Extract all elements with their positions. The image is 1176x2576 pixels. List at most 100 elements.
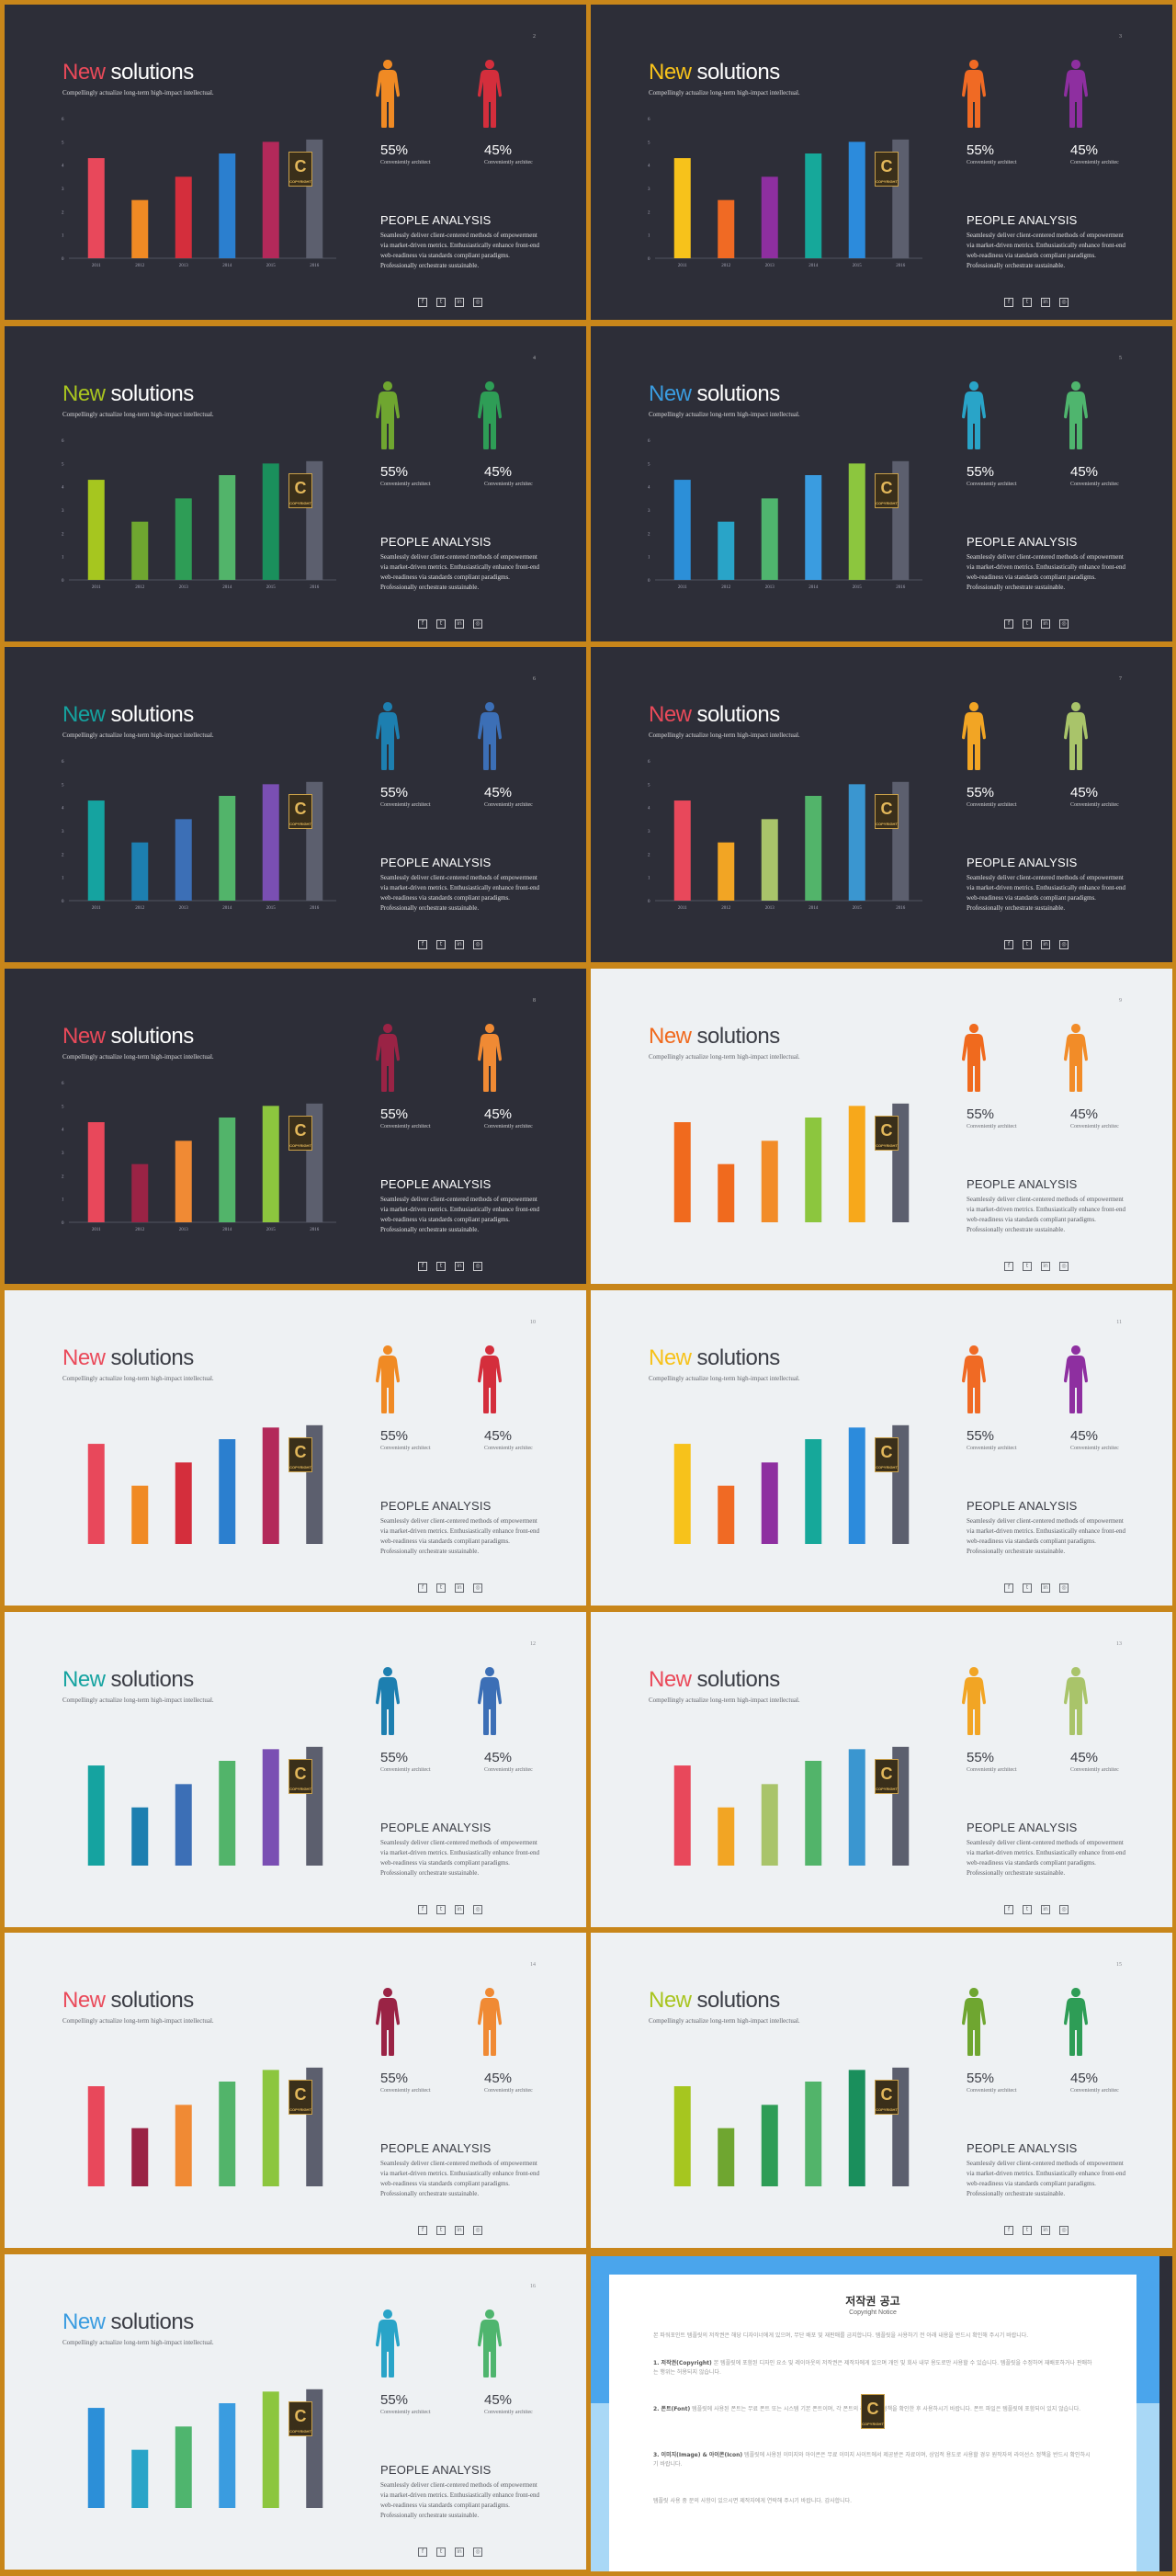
- slide-thumbnail[interactable]: 14 New solutions Compellingly actualize l…: [5, 1933, 586, 2249]
- title-accent: New: [62, 1345, 106, 1370]
- stat-left-value: 55%: [380, 1427, 409, 1444]
- slide-thumbnail[interactable]: 10 New solutions Compellingly actualize l…: [5, 1289, 586, 1606]
- person-silhouette: [478, 1345, 502, 1413]
- y-tick-label: 4: [62, 1129, 64, 1133]
- twitter-icon[interactable]: t: [436, 1262, 446, 1272]
- instagram-icon[interactable]: ◎: [1059, 298, 1069, 307]
- linkedin-icon[interactable]: in: [1041, 1583, 1050, 1593]
- instagram-icon[interactable]: ◎: [473, 1904, 482, 1914]
- twitter-icon[interactable]: t: [436, 1583, 446, 1593]
- twitter-icon[interactable]: t: [436, 298, 446, 307]
- instagram-icon[interactable]: ◎: [473, 2226, 482, 2236]
- instagram-icon[interactable]: ◎: [1059, 2226, 1069, 2236]
- twitter-icon[interactable]: t: [1023, 298, 1032, 307]
- facebook-icon[interactable]: f: [418, 1583, 427, 1593]
- twitter-icon[interactable]: t: [1023, 1904, 1032, 1914]
- twitter-icon[interactable]: t: [1023, 1583, 1032, 1593]
- bar-2015: [848, 463, 865, 580]
- linkedin-icon[interactable]: in: [1041, 618, 1050, 629]
- linkedin-icon[interactable]: in: [455, 1904, 464, 1914]
- copyright-badge: C COPYRIGHT: [288, 2080, 312, 2116]
- linkedin-icon[interactable]: in: [1041, 940, 1050, 950]
- bar-2011: [87, 1122, 105, 1223]
- linkedin-icon[interactable]: in: [455, 2547, 464, 2557]
- slide-thumbnail[interactable]: 4 New solutions Compellingly actualize lo…: [5, 325, 586, 641]
- twitter-icon[interactable]: t: [436, 2547, 446, 2557]
- facebook-icon[interactable]: f: [418, 1904, 427, 1914]
- linkedin-icon[interactable]: in: [455, 2226, 464, 2236]
- facebook-icon[interactable]: f: [1004, 1583, 1013, 1593]
- linkedin-icon[interactable]: in: [455, 1262, 464, 1272]
- slide-thumbnail[interactable]: 13 New solutions Compellingly actualize l…: [591, 1611, 1172, 1927]
- facebook-icon[interactable]: f: [1004, 298, 1013, 307]
- stat-left-label: Conveniently architect: [380, 1445, 431, 1451]
- linkedin-icon[interactable]: in: [455, 298, 464, 307]
- facebook-icon[interactable]: f: [1004, 1904, 1013, 1914]
- twitter-icon[interactable]: t: [436, 2226, 446, 2236]
- instagram-icon[interactable]: ◎: [1059, 618, 1069, 629]
- twitter-icon[interactable]: t: [1023, 940, 1032, 950]
- people-analysis-heading: PEOPLE ANALYSIS: [967, 2141, 1078, 2156]
- facebook-icon[interactable]: f: [1004, 940, 1013, 950]
- facebook-icon[interactable]: f: [418, 2226, 427, 2236]
- title-rest: solutions: [110, 1345, 195, 1370]
- y-tick-label: 3: [62, 187, 64, 192]
- facebook-icon[interactable]: f: [418, 1262, 427, 1272]
- y-tick-label: 1: [62, 1198, 64, 1203]
- instagram-icon[interactable]: ◎: [473, 298, 482, 307]
- stat-left-value: 55%: [380, 142, 409, 158]
- slide-title: New solutions: [62, 1024, 194, 1050]
- slide-thumbnail[interactable]: 7 New solutions Compellingly actualize lo…: [591, 647, 1172, 963]
- facebook-icon[interactable]: f: [418, 940, 427, 950]
- person-silhouette: [1064, 1988, 1088, 2057]
- x-tick-label: 2016: [310, 1228, 320, 1232]
- people-analysis-body: Seamlessly deliver client-centered metho…: [967, 1196, 1125, 1234]
- instagram-icon[interactable]: ◎: [473, 940, 482, 950]
- linkedin-icon[interactable]: in: [1041, 298, 1050, 307]
- facebook-icon[interactable]: f: [1004, 618, 1013, 629]
- slide-thumbnail[interactable]: 6 New solutions Compellingly actualize lo…: [5, 647, 586, 963]
- slide-thumbnail[interactable]: 5 New solutions Compellingly actualize lo…: [591, 325, 1172, 641]
- stat-left-label: Conveniently architect: [380, 1124, 431, 1130]
- linkedin-icon[interactable]: in: [1041, 1262, 1050, 1272]
- facebook-icon[interactable]: f: [418, 2547, 427, 2557]
- linkedin-icon[interactable]: in: [455, 940, 464, 950]
- bar-2015: [848, 2070, 865, 2187]
- twitter-icon[interactable]: t: [1023, 618, 1032, 629]
- linkedin-icon[interactable]: in: [1041, 1904, 1050, 1914]
- y-tick-label: 1: [62, 877, 64, 881]
- instagram-icon[interactable]: ◎: [473, 2547, 482, 2557]
- instagram-icon[interactable]: ◎: [473, 618, 482, 629]
- slide-thumbnail[interactable]: 9 New solutions Compellingly actualize lo…: [591, 969, 1172, 1285]
- linkedin-icon[interactable]: in: [455, 1583, 464, 1593]
- copyright-notice-slide[interactable]: 저작권 공고 Copyright Notice 본 파워포인트 템플릿의 저작권…: [591, 2256, 1172, 2571]
- twitter-icon[interactable]: t: [1023, 1262, 1032, 1272]
- slide-thumbnail[interactable]: 11 New solutions Compellingly actualize l…: [591, 1289, 1172, 1606]
- bar-chart: [673, 1424, 910, 1544]
- instagram-icon[interactable]: ◎: [1059, 940, 1069, 950]
- twitter-icon[interactable]: t: [436, 940, 446, 950]
- facebook-icon[interactable]: f: [418, 618, 427, 629]
- instagram-icon[interactable]: ◎: [1059, 1262, 1069, 1272]
- twitter-icon[interactable]: t: [436, 1904, 446, 1914]
- slide-thumbnail[interactable]: 3 New solutions Compellingly actualize lo…: [591, 5, 1172, 320]
- linkedin-icon[interactable]: in: [455, 618, 464, 629]
- facebook-icon[interactable]: f: [418, 298, 427, 307]
- instagram-icon[interactable]: ◎: [1059, 1904, 1069, 1914]
- page-number: 13: [1116, 1640, 1122, 1647]
- instagram-icon[interactable]: ◎: [473, 1262, 482, 1272]
- facebook-icon[interactable]: f: [1004, 2226, 1013, 2236]
- slide-thumbnail[interactable]: 2 New solutions Compellingly actualize lo…: [5, 5, 586, 320]
- slide-thumbnail[interactable]: 8 New solutions Compellingly actualize lo…: [5, 969, 586, 1285]
- slide-thumbnail[interactable]: 16 New solutions Compellingly actualize l…: [5, 2253, 586, 2570]
- linkedin-icon[interactable]: in: [1041, 2226, 1050, 2236]
- slide-thumbnail[interactable]: 15 New solutions Compellingly actualize l…: [591, 1933, 1172, 2249]
- instagram-icon[interactable]: ◎: [1059, 1583, 1069, 1593]
- twitter-icon[interactable]: t: [1023, 2226, 1032, 2236]
- facebook-icon[interactable]: f: [1004, 1262, 1013, 1272]
- instagram-icon[interactable]: ◎: [473, 1583, 482, 1593]
- x-tick-label: 2012: [135, 1228, 145, 1232]
- twitter-icon[interactable]: t: [436, 618, 446, 629]
- person-silhouette: [962, 1988, 986, 2057]
- slide-thumbnail[interactable]: 12 New solutions Compellingly actualize l…: [5, 1611, 586, 1927]
